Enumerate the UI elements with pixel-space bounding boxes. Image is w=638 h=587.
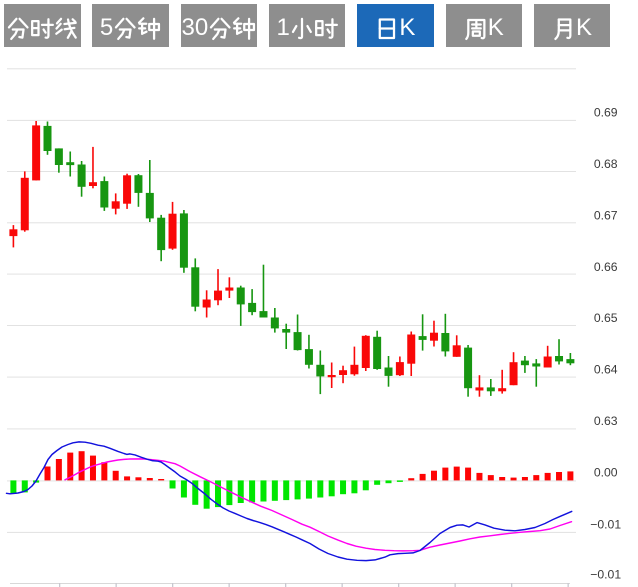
svg-text:−0.01: −0.01 [590, 518, 621, 532]
svg-text:−0.01: −0.01 [590, 568, 621, 582]
svg-text:0.63: 0.63 [594, 414, 618, 428]
svg-text:0.00: 0.00 [594, 466, 618, 480]
svg-text:0.65: 0.65 [594, 311, 618, 325]
svg-text:0.66: 0.66 [594, 260, 618, 274]
svg-text:0.64: 0.64 [594, 363, 618, 377]
svg-text:0.67: 0.67 [594, 208, 618, 222]
svg-text:0.68: 0.68 [594, 157, 618, 171]
svg-text:0.69: 0.69 [594, 106, 618, 120]
